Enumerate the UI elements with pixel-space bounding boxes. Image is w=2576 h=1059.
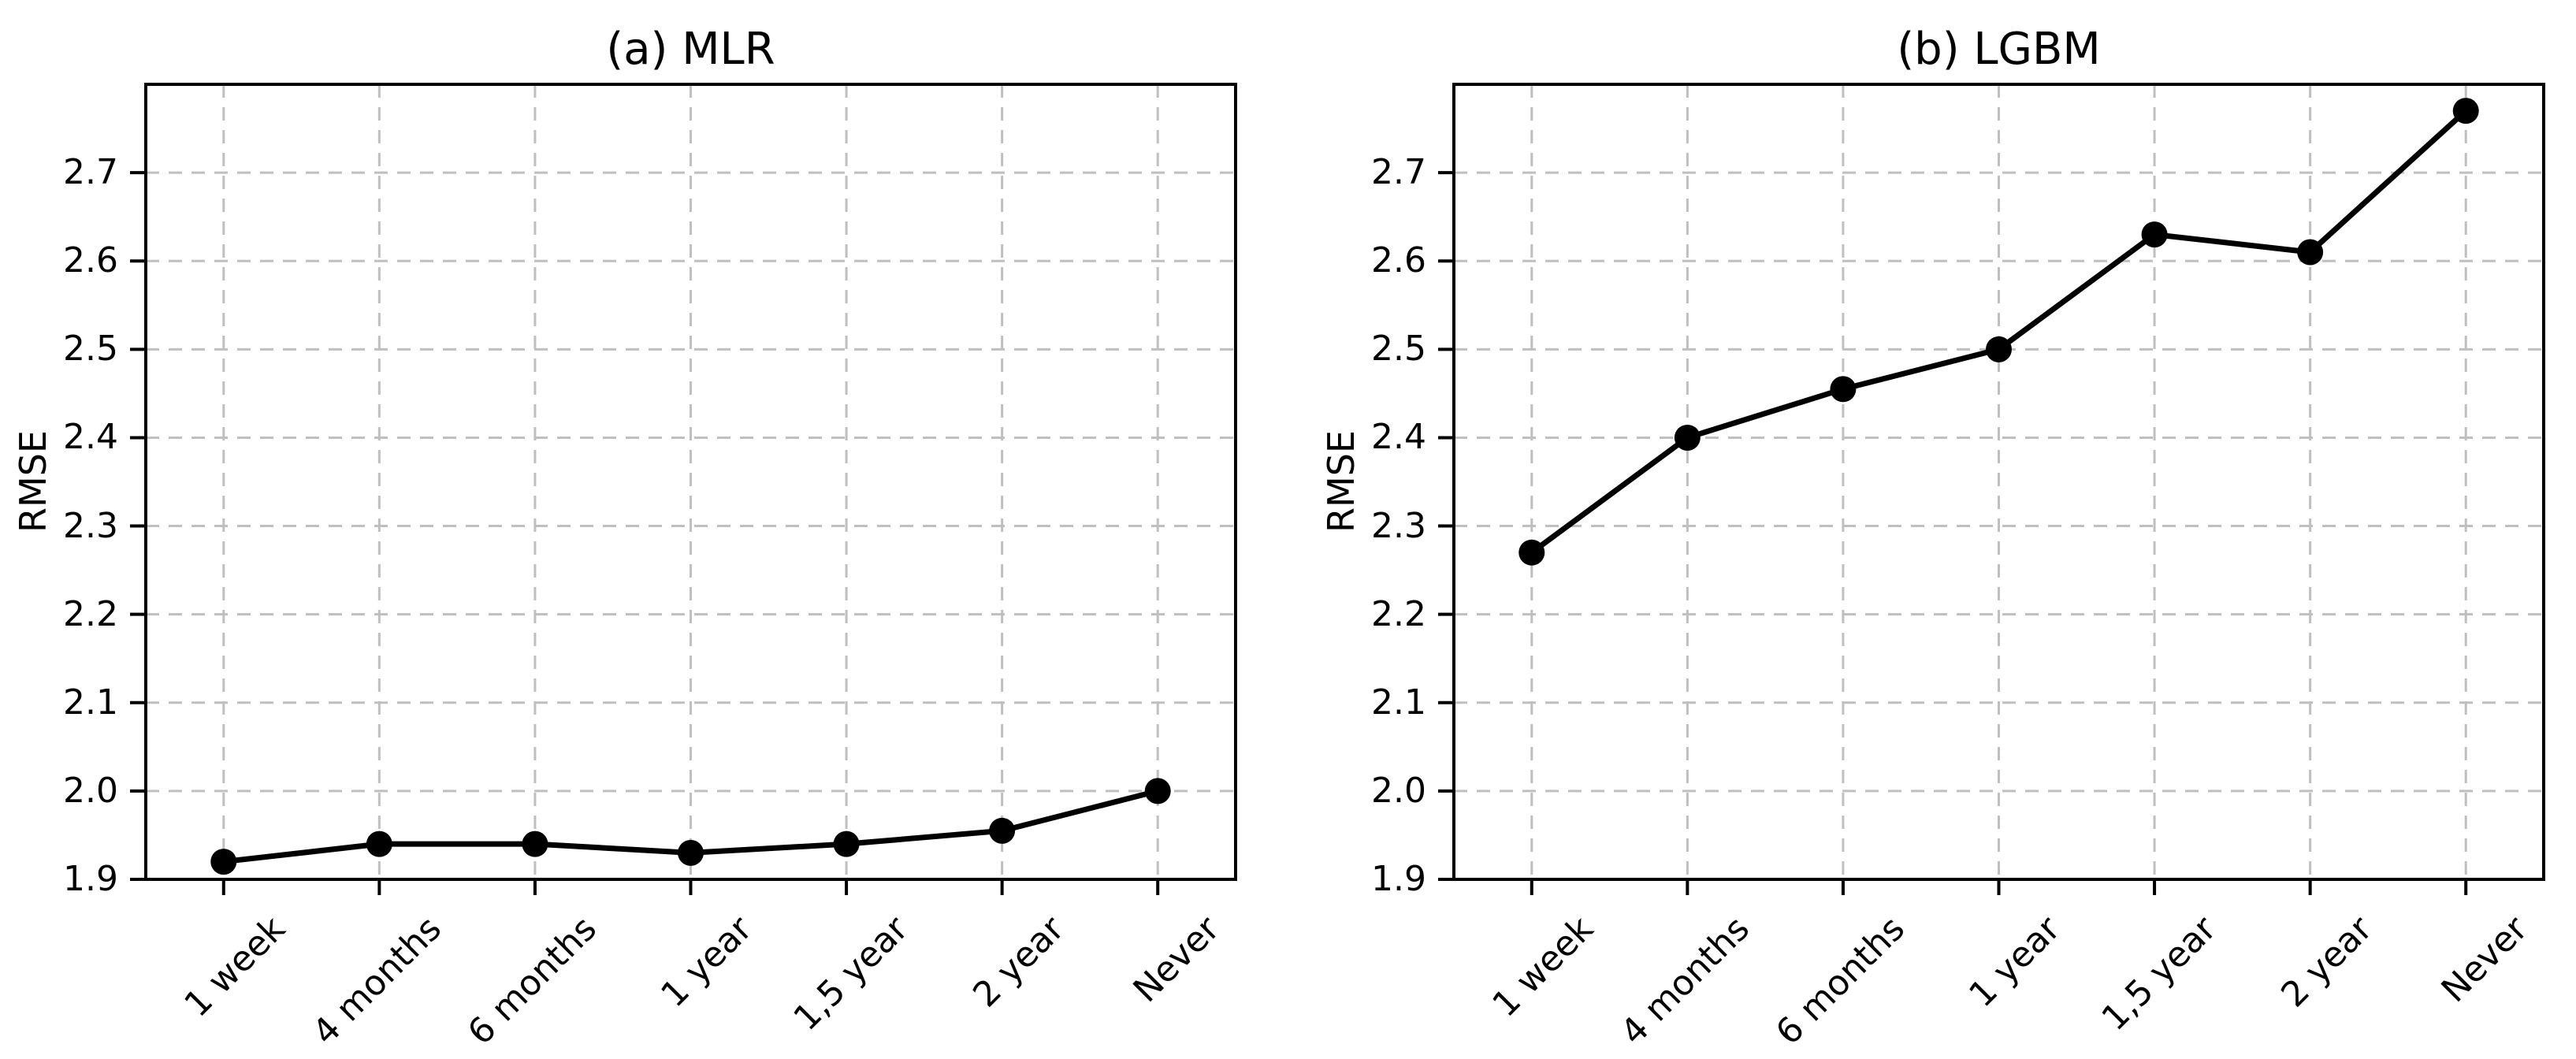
data-point-marker xyxy=(2297,239,2324,266)
plot-border xyxy=(1452,83,2545,881)
panel-title: (b) LGBM xyxy=(1897,24,2101,75)
x-tick-label: 6 months xyxy=(460,909,605,1053)
y-tick-label: 2.6 xyxy=(63,240,118,281)
y-tick-label: 2.5 xyxy=(63,329,118,370)
data-point-marker xyxy=(1518,539,1545,566)
x-tick-label: 1,5 year xyxy=(786,909,916,1039)
data-point-marker xyxy=(1830,376,1857,403)
y-tick-label: 2.7 xyxy=(63,152,118,193)
data-point-marker xyxy=(1674,424,1701,451)
y-tick-label: 2.2 xyxy=(63,593,118,634)
data-point-marker xyxy=(1986,336,2012,362)
data-point-marker xyxy=(1144,778,1171,804)
x-tick-label: 2 year xyxy=(965,909,1072,1016)
panel-lgbm: (b) LGBM RMSE 1.9 2.0 2.1 2.2 2.3 2.4 2.5 2.6 2.… xyxy=(1308,0,2576,1059)
panel-mlr: (a) MLR RMSE 1.9 2.0 2.1 2.2 2.3 2.4 2.5 2.6 2.7… xyxy=(12,24,1237,1053)
y-tick-label: 2.1 xyxy=(1371,682,1426,723)
data-point-marker xyxy=(678,839,704,866)
x-tick-label: 1 year xyxy=(653,909,760,1016)
data-point-marker xyxy=(833,830,860,857)
plot-area xyxy=(1438,83,2545,895)
x-tick-label: 4 months xyxy=(1612,909,1757,1053)
x-tick-label: 1 week xyxy=(177,909,294,1025)
y-tick-label: 1.9 xyxy=(1371,859,1426,899)
y-tick-label: 2.2 xyxy=(1371,593,1426,634)
y-tick-label: 2.5 xyxy=(1371,329,1426,370)
data-point-marker xyxy=(366,830,392,857)
y-tick-label: 2.6 xyxy=(1371,240,1426,281)
x-tick-label: 1 week xyxy=(1485,909,1602,1025)
x-tick-label: 6 months xyxy=(1768,909,1913,1053)
y-tick-label: 2.0 xyxy=(63,770,118,811)
y-tick-label: 2.0 xyxy=(1371,770,1426,811)
data-point-marker xyxy=(210,849,237,875)
x-tick-label: 1 year xyxy=(1961,909,2069,1016)
x-tick-label: Never xyxy=(2433,909,2536,1010)
data-point-marker xyxy=(2452,98,2479,124)
x-tick-label: 4 months xyxy=(304,909,449,1053)
plot-border xyxy=(144,83,1237,881)
panel-title: (a) MLR xyxy=(606,24,775,75)
x-tick-label: 2 year xyxy=(2273,909,2380,1016)
x-tick-label: Never xyxy=(1125,909,1228,1010)
x-tick-label: 1,5 year xyxy=(2094,909,2225,1039)
y-tick-label: 2.1 xyxy=(63,682,118,723)
y-tick-label: 1.9 xyxy=(63,859,118,899)
y-tick-label: 2.7 xyxy=(1371,152,1426,193)
plot-area xyxy=(130,83,1237,895)
data-point-marker xyxy=(989,817,1016,844)
data-point-marker xyxy=(2141,221,2168,248)
data-point-marker xyxy=(522,830,548,857)
y-tick-label: 2.3 xyxy=(1371,505,1426,546)
y-tick-label: 2.4 xyxy=(1371,417,1426,458)
y-tick-label: 2.3 xyxy=(63,505,118,546)
y-tick-label: 2.4 xyxy=(63,417,118,458)
